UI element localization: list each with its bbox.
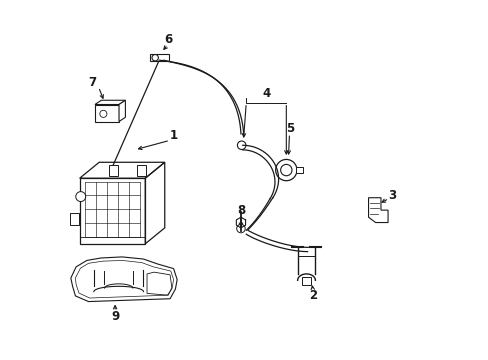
Polygon shape: [149, 54, 169, 61]
Text: 1: 1: [169, 129, 177, 142]
Circle shape: [100, 110, 107, 117]
Polygon shape: [368, 198, 387, 222]
Circle shape: [275, 159, 296, 181]
Text: 8: 8: [236, 204, 244, 217]
Polygon shape: [137, 165, 145, 176]
Text: 9: 9: [111, 310, 119, 323]
Polygon shape: [71, 257, 177, 302]
Polygon shape: [95, 104, 119, 122]
Circle shape: [237, 141, 245, 149]
Circle shape: [152, 54, 158, 61]
Polygon shape: [302, 278, 310, 284]
Text: 6: 6: [164, 33, 172, 46]
Text: 2: 2: [309, 289, 317, 302]
Text: 4: 4: [262, 87, 270, 100]
Text: 5: 5: [285, 122, 293, 135]
Text: 7: 7: [88, 76, 97, 89]
Circle shape: [280, 165, 291, 176]
Polygon shape: [109, 165, 118, 176]
Polygon shape: [95, 100, 125, 104]
Circle shape: [236, 224, 244, 233]
Text: 3: 3: [388, 189, 396, 202]
Polygon shape: [296, 167, 303, 173]
Circle shape: [76, 192, 85, 202]
Polygon shape: [119, 100, 125, 122]
